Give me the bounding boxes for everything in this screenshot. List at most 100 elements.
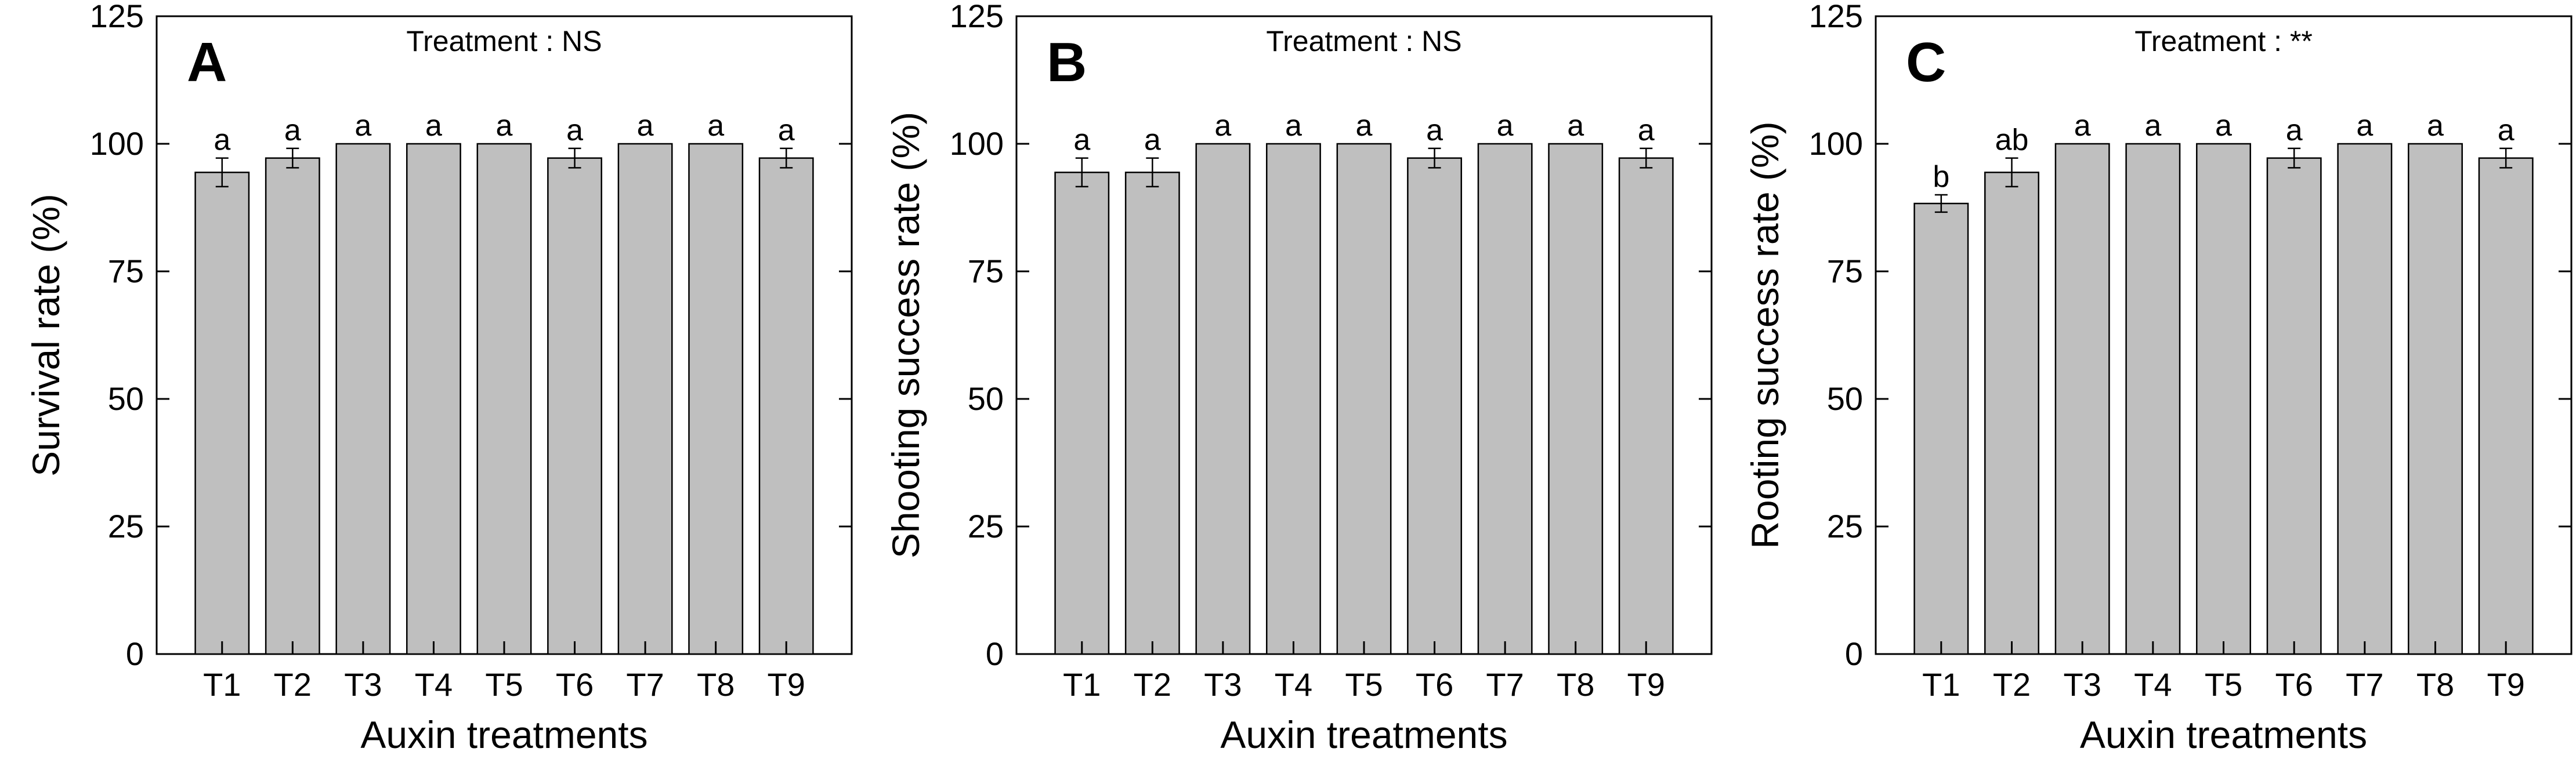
x-tick-label: T5 [1345,666,1383,703]
significance-letter: a [1638,114,1655,147]
bar-t1 [1054,172,1110,655]
x-tick-label: T8 [1557,666,1594,703]
x-tick-label: T2 [1134,666,1171,703]
significance-letter: ab [1995,124,2029,157]
bar-t8 [1548,143,1604,655]
y-tick-label: 0 [986,635,1004,672]
significance-letter: a [2074,109,2091,143]
y-tick-label: 75 [108,253,144,289]
x-tick-label: T9 [2487,666,2524,703]
significance-letter: a [214,124,230,157]
x-tick-label: T6 [556,666,594,703]
bar-t3 [1195,143,1251,655]
y-tick-label: 125 [1809,0,1863,34]
bar-t7 [1477,143,1533,655]
treatment-annotation: Treatment : ** [2134,25,2313,57]
bar-t1 [194,172,250,655]
y-tick-label: 100 [1809,125,1863,162]
significance-letter: a [2427,109,2444,143]
significance-letter: a [566,114,583,147]
x-tick-label: T8 [2416,666,2454,703]
significance-letter: a [2286,114,2303,147]
panel-a: 0 25 50 75 100 125 a T1 a T2 a T3 a T4 a T5 a T6 a T7 a T8 a T9… [24,0,853,756]
bar-t9 [2478,157,2534,655]
x-tick-label: T3 [2063,666,2101,703]
significance-letter: a [1426,114,1443,147]
bar-t4 [2125,143,2181,655]
bar-t4 [1266,143,1321,655]
significance-letter: a [1073,124,1090,157]
significance-letter: a [1144,124,1161,157]
bar-t5 [1336,143,1392,655]
bar-t4 [406,143,461,655]
bar-t7 [617,143,673,655]
significance-letter: a [637,109,654,143]
panel-c: 0 25 50 75 100 125 b T1 ab T2 a T3 a T4 a T5 a T6 a T7 a T8 a T… [1743,0,2573,756]
x-tick-label: T4 [2134,666,2172,703]
bar-t3 [335,143,391,655]
x-tick-label: T4 [415,666,453,703]
x-axis-title: Auxin treatments [2080,713,2367,756]
significance-letter: a [2498,114,2515,147]
y-tick-label: 50 [1827,380,1863,417]
bar-t6 [547,157,602,655]
significance-letter: a [1285,109,1302,143]
significance-letter: a [707,109,724,143]
significance-letter: a [354,109,371,143]
y-tick-label: 0 [126,635,144,672]
y-tick-label: 100 [950,125,1004,162]
x-tick-label: T1 [1922,666,1960,703]
significance-letter: b [1933,160,1949,194]
panel-letter: C [1906,31,1946,93]
x-tick-label: T9 [768,666,805,703]
x-tick-label: T4 [1275,666,1312,703]
y-axis-title: Rooting success rate (%) [1743,121,1786,549]
significance-letter: a [496,109,513,143]
bar-t9 [758,157,814,655]
y-tick-label: 125 [90,0,144,34]
bar-t9 [1618,157,1674,655]
x-tick-label: T1 [203,666,241,703]
bar-t6 [1407,157,1462,655]
y-tick-label: 125 [950,0,1004,34]
significance-letter: a [778,114,795,147]
x-tick-label: T7 [626,666,664,703]
y-axis-title: Survival rate (%) [24,194,67,477]
bar-t2 [1124,172,1180,655]
x-tick-label: T7 [1486,666,1524,703]
x-tick-label: T2 [274,666,312,703]
significance-letter: a [2144,109,2161,143]
y-tick-label: 75 [1827,253,1863,289]
y-tick-label: 75 [968,253,1004,289]
bar-t1 [1913,202,1969,655]
significance-letter: a [425,109,442,143]
y-tick-label: 25 [968,508,1004,544]
y-tick-label: 50 [968,380,1004,417]
x-tick-label: T3 [1204,666,1242,703]
x-tick-label: T1 [1063,666,1101,703]
x-tick-label: T5 [2205,666,2242,703]
x-tick-label: T8 [697,666,735,703]
panel-b: 0 25 50 75 100 125 a T1 a T2 a T3 a T4 a T5 a T6 a T7 a T8 a T9… [884,0,1713,756]
x-tick-label: T6 [2275,666,2313,703]
significance-letter: a [2215,109,2232,143]
bar-t3 [2054,143,2110,655]
y-tick-label: 25 [1827,508,1863,544]
x-tick-label: T9 [1627,666,1665,703]
x-axis-title: Auxin treatments [360,713,647,756]
significance-letter: a [1497,109,1514,143]
panel-letter: B [1047,31,1087,93]
significance-letter: a [284,114,301,147]
bar-t6 [2266,157,2322,655]
significance-letter: a [1214,109,1231,143]
y-tick-label: 100 [90,125,144,162]
x-tick-label: T6 [1416,666,1453,703]
treatment-annotation: Treatment : NS [406,25,602,57]
panel-letter: A [187,31,227,93]
bar-t2 [1984,172,2039,655]
x-axis-title: Auxin treatments [1220,713,1507,756]
bar-t7 [2337,143,2393,655]
x-tick-label: T5 [485,666,523,703]
y-tick-label: 50 [108,380,144,417]
